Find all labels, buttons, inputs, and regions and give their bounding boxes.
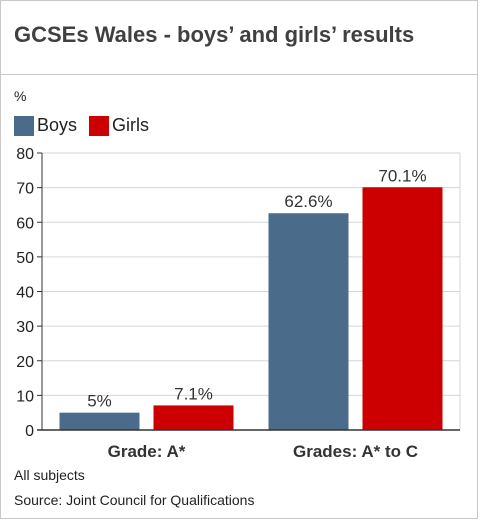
y-tick-label-80: 80: [16, 146, 34, 163]
y-tick-label-40: 40: [16, 285, 34, 302]
legend-label-girls: Girls: [112, 115, 150, 135]
bar-boys-1: [268, 213, 349, 430]
chart-source: Source: Joint Council for Qualifications: [14, 492, 255, 508]
y-tick-label-50: 50: [16, 250, 34, 267]
legend: Boys Girls: [14, 115, 161, 136]
bar-girls-1: [362, 187, 443, 430]
bar-girls-0: [153, 405, 234, 430]
y-axis-unit: %: [14, 88, 27, 104]
data-label-girls-1: 70.1%: [378, 166, 426, 185]
bar-boys-0: [59, 412, 140, 430]
y-tick-label-70: 70: [16, 181, 34, 198]
title-divider: [0, 74, 478, 75]
data-label-boys-0: 5%: [87, 392, 112, 411]
y-tick-label-10: 10: [16, 388, 34, 405]
legend-swatch-girls: [89, 115, 110, 136]
y-tick-label-20: 20: [16, 354, 34, 371]
x-tick-label-1: Grades: A* to C: [293, 442, 418, 461]
legend-label-boys: Boys: [37, 115, 78, 135]
data-label-boys-1: 62.6%: [284, 192, 332, 211]
legend-item-girls: Girls: [89, 115, 149, 136]
data-label-girls-0: 7.1%: [174, 384, 213, 403]
chart-subtitle: All subjects: [14, 467, 85, 483]
y-tick-label-30: 30: [16, 319, 34, 336]
y-tick-label-60: 60: [16, 215, 34, 232]
y-tick-label-0: 0: [25, 423, 34, 440]
x-tick-label-0: Grade: A*: [108, 442, 186, 461]
legend-swatch-boys: [14, 115, 34, 136]
chart-title: GCSEs Wales - boys’ and girls’ results: [14, 22, 415, 47]
legend-item-boys: Boys: [14, 115, 77, 136]
